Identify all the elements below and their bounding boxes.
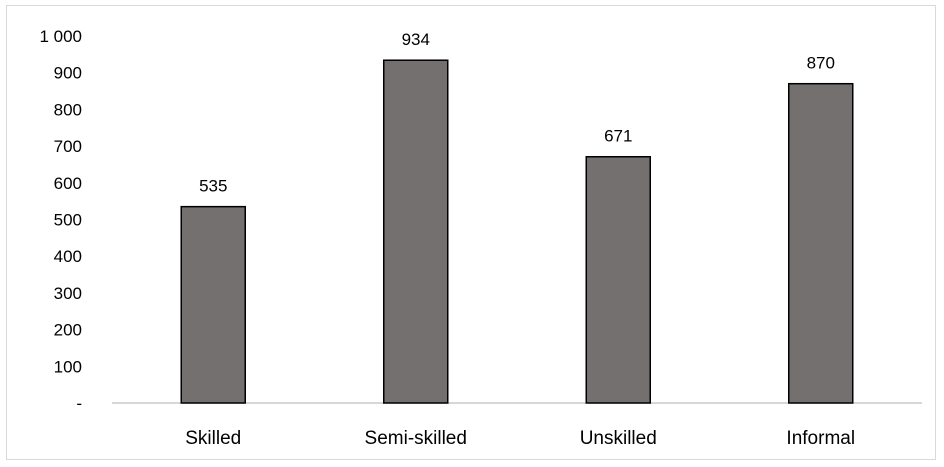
y-tick-label: 600 xyxy=(54,174,82,193)
y-tick-label: - xyxy=(76,394,82,413)
category-label: Informal xyxy=(786,428,855,449)
y-tick-label: 100 xyxy=(54,357,82,376)
chart-frame xyxy=(6,5,936,460)
y-tick-label: 700 xyxy=(54,137,82,156)
y-tick-label: 900 xyxy=(54,64,82,83)
category-label: Semi-skilled xyxy=(365,428,467,449)
y-tick-label: 500 xyxy=(54,211,82,230)
y-tick-label: 300 xyxy=(54,284,82,303)
y-tick-label: 800 xyxy=(54,100,82,119)
bar xyxy=(180,205,246,404)
bar xyxy=(383,59,449,404)
category-label: Skilled xyxy=(185,428,241,449)
category-label: Unskilled xyxy=(580,428,657,449)
data-label: 870 xyxy=(807,54,835,73)
bar xyxy=(788,82,854,404)
y-tick-label: 400 xyxy=(54,247,82,266)
y-tick-label: 200 xyxy=(54,321,82,340)
data-label: 671 xyxy=(604,127,632,146)
data-label: 934 xyxy=(402,30,430,49)
y-tick-label: 1 000 xyxy=(39,27,82,46)
data-label: 535 xyxy=(199,177,227,196)
bar xyxy=(585,155,651,404)
